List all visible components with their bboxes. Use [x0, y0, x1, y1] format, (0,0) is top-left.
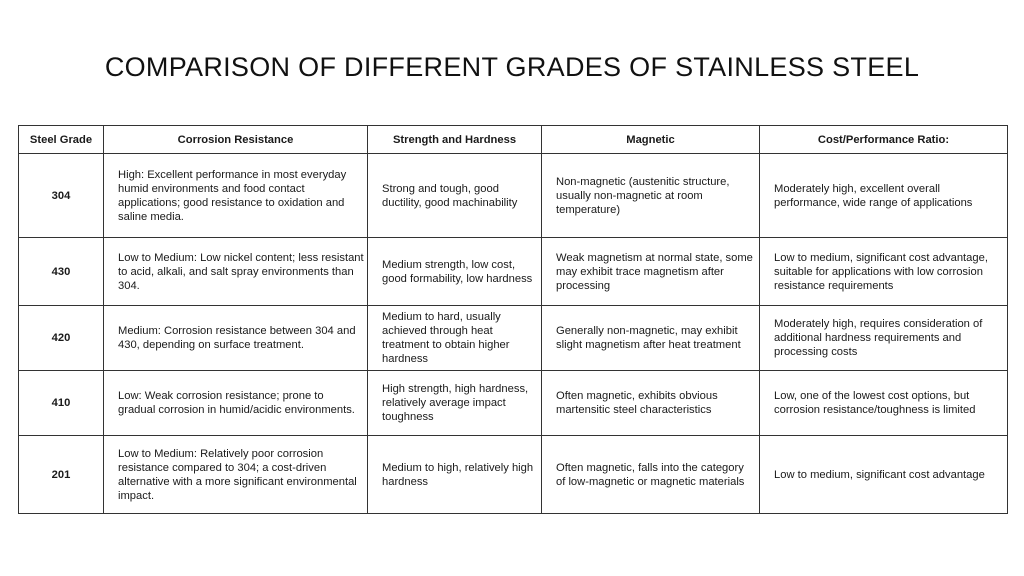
grade-cell: 410: [18, 370, 104, 436]
magnetic-cell: Generally non-magnetic, may exhibit slig…: [541, 305, 760, 371]
header-corrosion-resistance: Corrosion Resistance: [103, 125, 368, 154]
header-strength-hardness: Strength and Hardness: [367, 125, 542, 154]
magnetic-cell: Often magnetic, exhibits obvious martens…: [541, 370, 760, 436]
corrosion-cell: Low: Weak corrosion resistance; prone to…: [103, 370, 368, 436]
cost-cell: Moderately high, excellent overall perfo…: [759, 153, 1008, 238]
strength-cell: High strength, high hardness, relatively…: [367, 370, 542, 436]
header-row: Steel Grade Corrosion Resistance Strengt…: [18, 125, 1008, 154]
header-cost-performance: Cost/Performance Ratio:: [759, 125, 1008, 154]
grade-cell: 304: [18, 153, 104, 238]
grade-cell: 420: [18, 305, 104, 371]
header-magnetic: Magnetic: [541, 125, 760, 154]
cost-cell: Low to medium, significant cost advantag…: [759, 237, 1008, 306]
strength-cell: Medium to hard, usually achieved through…: [367, 305, 542, 371]
magnetic-cell: Non-magnetic (austenitic structure, usua…: [541, 153, 760, 238]
magnetic-cell: Weak magnetism at normal state, some may…: [541, 237, 760, 306]
grade-cell: 430: [18, 237, 104, 306]
corrosion-cell: Low to Medium: Relatively poor corrosion…: [103, 435, 368, 514]
header-steel-grade: Steel Grade: [18, 125, 104, 154]
table-row: 201 Low to Medium: Relatively poor corro…: [18, 435, 1008, 514]
grade-cell: 201: [18, 435, 104, 514]
corrosion-cell: Low to Medium: Low nickel content; less …: [103, 237, 368, 306]
corrosion-cell: High: Excellent performance in most ever…: [103, 153, 368, 238]
table-row: 304 High: Excellent performance in most …: [18, 153, 1008, 238]
comparison-table: Steel Grade Corrosion Resistance Strengt…: [18, 125, 1008, 514]
page-title: COMPARISON OF DIFFERENT GRADES OF STAINL…: [104, 52, 920, 82]
table-row: 410 Low: Weak corrosion resistance; pron…: [18, 370, 1008, 436]
magnetic-cell: Often magnetic, falls into the category …: [541, 435, 760, 514]
strength-cell: Strong and tough, good ductility, good m…: [367, 153, 542, 238]
cost-cell: Moderately high, requires consideration …: [759, 305, 1008, 371]
strength-cell: Medium strength, low cost, good formabil…: [367, 237, 542, 306]
cost-cell: Low, one of the lowest cost options, but…: [759, 370, 1008, 436]
table-row: 430 Low to Medium: Low nickel content; l…: [18, 237, 1008, 306]
table-row: 420 Medium: Corrosion resistance between…: [18, 305, 1008, 371]
table-header: Steel Grade Corrosion Resistance Strengt…: [18, 125, 1008, 154]
corrosion-cell: Medium: Corrosion resistance between 304…: [103, 305, 368, 371]
cost-cell: Low to medium, significant cost advantag…: [759, 435, 1008, 514]
table-body: 304 High: Excellent performance in most …: [18, 153, 1008, 514]
strength-cell: Medium to high, relatively high hardness: [367, 435, 542, 514]
